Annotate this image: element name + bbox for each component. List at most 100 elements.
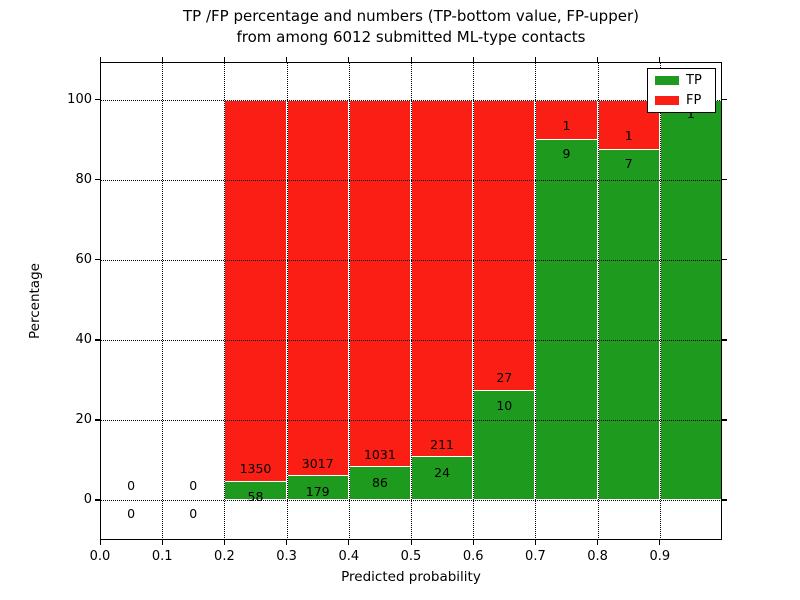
x-tick-mark	[161, 540, 163, 545]
x-tick-label: 0.6	[462, 549, 484, 564]
gridline-vertical	[286, 62, 288, 540]
fp-count-label: 1031	[363, 447, 396, 463]
y-tick-mark-right	[722, 419, 727, 421]
fp-count-label: 3017	[301, 455, 334, 471]
stacked-bar	[348, 99, 411, 500]
x-tick-mark-top	[161, 57, 163, 62]
legend-label-tp: TP	[686, 73, 702, 88]
plot-area: 00001350583017179103186211242710191701	[100, 62, 722, 540]
y-tick-mark-right	[722, 339, 727, 341]
x-tick-label: 0.9	[649, 549, 671, 564]
x-tick-mark	[223, 540, 226, 545]
stacked-bar	[224, 99, 287, 500]
fp-count-label: 0	[189, 477, 198, 493]
stacked-bar	[286, 99, 349, 500]
x-tick-mark	[348, 540, 350, 545]
x-tick-mark	[597, 540, 599, 545]
y-tick-mark	[95, 419, 100, 421]
tp-count-label: 24	[434, 465, 451, 481]
x-tick-mark-top	[597, 57, 599, 62]
legend-item-tp: TP	[655, 74, 708, 87]
gridline-vertical	[224, 62, 226, 540]
gridline-vertical	[411, 62, 412, 540]
gridline-vertical	[162, 62, 164, 540]
y-tick-label: 20	[75, 412, 92, 428]
gridline-vertical	[659, 62, 661, 540]
x-tick-label: 0.1	[151, 549, 173, 564]
fp-count-label: 1	[562, 117, 571, 133]
bar-segment-fp	[412, 100, 473, 458]
stacked-bar	[473, 99, 536, 500]
tp-count-label: 0	[189, 505, 198, 521]
x-axis-label: Predicted probability	[341, 569, 481, 585]
legend: TP FP	[647, 68, 716, 113]
x-tick-mark	[99, 540, 101, 545]
legend-swatch-fp	[655, 96, 679, 105]
x-tick-mark-top	[99, 57, 101, 62]
tp-count-label: 0	[127, 505, 136, 521]
stacked-bar	[535, 99, 598, 500]
y-axis-label: Percentage	[27, 263, 43, 339]
x-tick-mark	[534, 540, 537, 545]
x-tick-mark-top	[534, 57, 537, 62]
x-tick-label: 0.0	[89, 549, 111, 564]
chart-title-line1: TP /FP percentage and numbers (TP-bottom…	[183, 7, 639, 25]
gridline-vertical	[535, 62, 537, 540]
x-tick-mark	[659, 540, 661, 545]
legend-item-fp: FP	[655, 94, 708, 107]
y-tick-label: 40	[75, 332, 92, 348]
x-tick-label: 0.3	[276, 549, 297, 564]
x-tick-mark-top	[223, 57, 226, 62]
fp-count-label: 1350	[239, 461, 272, 477]
x-tick-label: 0.8	[587, 549, 608, 564]
x-tick-label: 0.7	[525, 549, 546, 564]
tp-count-label: 7	[624, 155, 633, 171]
tp-count-label: 10	[496, 397, 513, 413]
legend-label-fp: FP	[686, 93, 702, 108]
stacked-bar	[659, 99, 722, 500]
x-tick-mark	[286, 540, 288, 545]
y-tick-mark	[95, 179, 100, 181]
y-tick-mark-right	[722, 179, 727, 181]
y-tick-mark	[95, 99, 100, 101]
tp-count-label: 86	[371, 475, 388, 491]
x-tick-mark-top	[659, 57, 661, 62]
y-tick-mark-right	[722, 499, 727, 501]
stacked-bar	[411, 99, 474, 500]
gridline-vertical	[597, 62, 599, 540]
x-tick-label: 0.5	[400, 549, 422, 564]
y-tick-label: 100	[67, 92, 92, 108]
tp-count-label: 9	[562, 145, 571, 161]
tp-count-label: 1	[686, 105, 695, 121]
bar-segment-fp	[349, 100, 410, 468]
y-tick-label: 80	[75, 172, 92, 188]
bar-segment-fp	[287, 100, 348, 476]
x-tick-mark	[472, 540, 474, 545]
y-tick-label: 60	[75, 252, 92, 268]
x-tick-mark-top	[348, 57, 350, 62]
bar-segment-fp	[225, 100, 286, 482]
x-tick-mark-top	[472, 57, 474, 62]
x-tick-mark-top	[410, 57, 412, 62]
y-tick-mark	[95, 259, 100, 261]
chart-title-line2: from among 6012 submitted ML-type contac…	[236, 28, 586, 46]
tp-count-label: 58	[247, 489, 264, 505]
gridline-vertical	[348, 62, 350, 540]
x-tick-label: 0.4	[338, 549, 360, 564]
gridline-vertical	[473, 62, 475, 540]
y-tick-label: 0	[83, 492, 92, 508]
y-tick-mark	[95, 339, 100, 341]
bar-segment-fp	[536, 100, 597, 141]
legend-swatch-tp	[655, 76, 679, 85]
fp-count-label: 1	[624, 127, 633, 143]
fp-count-label: 0	[127, 477, 136, 493]
fp-count-label: 27	[496, 369, 513, 385]
y-tick-mark-right	[722, 259, 727, 261]
fp-count-label: 211	[430, 437, 455, 453]
y-tick-mark	[95, 499, 100, 501]
bar-segment-fp	[474, 100, 535, 391]
x-tick-mark	[410, 540, 412, 545]
x-tick-mark-top	[286, 57, 288, 62]
tp-count-label: 179	[305, 483, 330, 499]
